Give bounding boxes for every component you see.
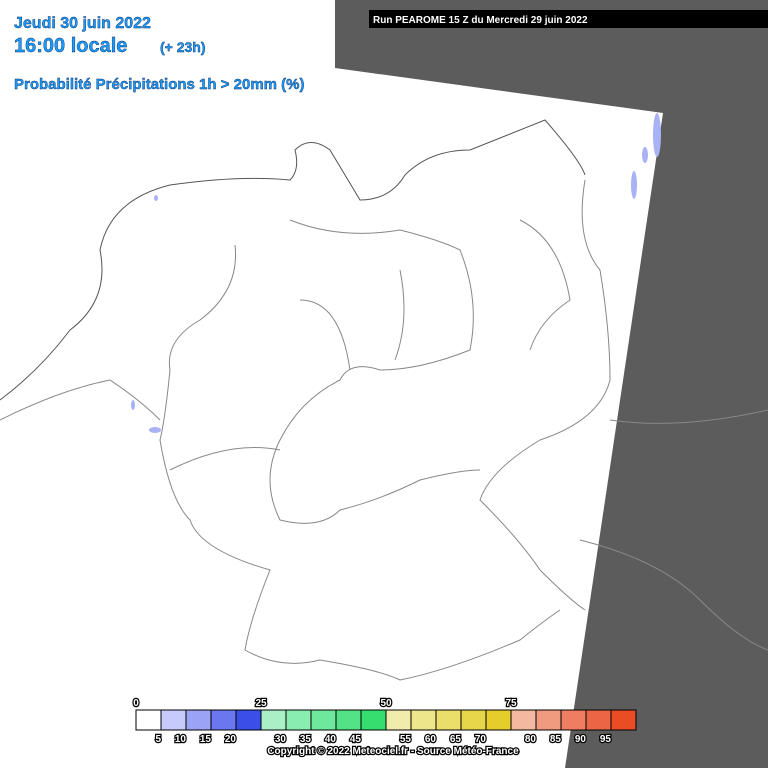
run: Run PEAROME 15 Z du Mercredi 29 juin 202… <box>373 15 588 26</box>
legend-label: 25 <box>255 698 267 709</box>
time: 16:00 locale <box>14 35 127 57</box>
legend-label: 95 <box>600 734 612 745</box>
legend-label: 0 <box>133 698 139 709</box>
legend-swatch <box>435 709 462 731</box>
legend-swatch <box>485 709 512 731</box>
legend-label: 45 <box>350 734 362 745</box>
legend-swatch <box>585 709 612 731</box>
legend-swatch <box>285 709 312 731</box>
precip-blobs <box>131 113 661 433</box>
legend-label: 20 <box>225 734 237 745</box>
legend-label: 5 <box>155 734 161 745</box>
legend-label: 65 <box>450 734 462 745</box>
legend-label: 10 <box>175 734 187 745</box>
legend-swatch <box>310 709 337 731</box>
legend-label: 85 <box>550 734 562 745</box>
legend-swatch <box>385 709 412 731</box>
legend-swatch <box>510 709 537 731</box>
legend-swatch <box>610 709 637 731</box>
borders <box>0 119 768 681</box>
border <box>159 244 561 681</box>
legend-swatch <box>335 709 362 731</box>
legend: 0 5 10 15 20 25 30 35 40 45 50 55 60 65 70 75 80 85 90 95 <box>132 697 637 746</box>
legend-swatch <box>560 709 587 731</box>
legend-label: 60 <box>425 734 437 745</box>
legend-swatch <box>460 709 487 731</box>
border <box>479 179 611 611</box>
legend-swatch <box>135 709 162 731</box>
run-box <box>369 10 768 28</box>
border <box>0 379 768 651</box>
legend-swatch <box>360 709 387 731</box>
model-domain <box>0 0 663 768</box>
copyright: Copyright © 2022 Meteociel.fr - Source M… <box>267 746 519 757</box>
legend-swatch <box>210 709 237 731</box>
coastline <box>99 119 586 251</box>
legend-swatch <box>410 709 437 731</box>
legend-label: 90 <box>575 734 587 745</box>
legend-label: 80 <box>525 734 537 745</box>
date: Jeudi 30 juin 2022 <box>14 15 151 32</box>
legend-label: 15 <box>200 734 212 745</box>
parameter: Probabilité Précipitations 1h > 20mm (%) <box>14 76 305 93</box>
legend-label: 55 <box>400 734 412 745</box>
state-border <box>169 219 571 471</box>
legend-swatch <box>185 709 212 731</box>
legend-label: 75 <box>505 698 517 709</box>
legend-label: 30 <box>275 734 287 745</box>
legend-label: 40 <box>325 734 337 745</box>
legend-swatch <box>535 709 562 731</box>
legend-swatch <box>160 709 187 731</box>
legend-label: 35 <box>300 734 312 745</box>
legend-swatch <box>235 709 262 731</box>
legend-swatch <box>260 709 287 731</box>
lead-time: (+ 23h) <box>160 39 206 55</box>
legend-label: 50 <box>380 698 392 709</box>
coastline <box>0 249 103 401</box>
state-border <box>269 219 481 524</box>
legend-label: 70 <box>475 734 487 745</box>
